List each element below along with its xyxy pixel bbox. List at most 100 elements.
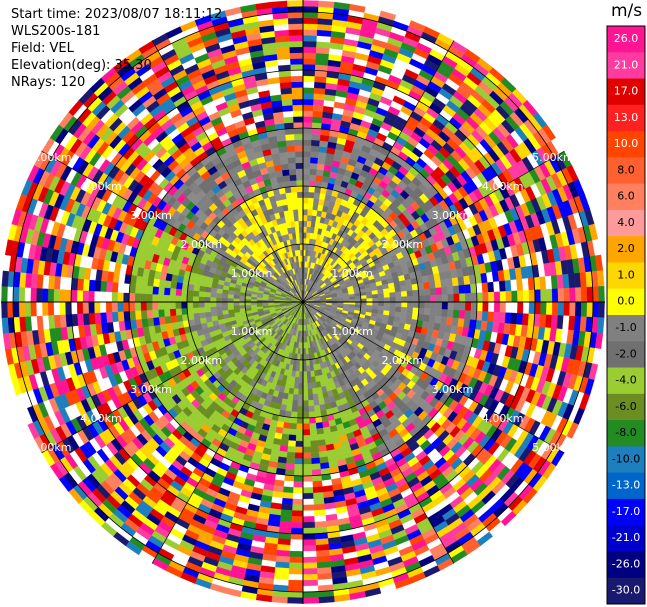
range-gate [580,286,588,303]
range-gate [313,503,325,511]
range-gate [302,11,319,19]
range-gate [164,315,172,324]
range-gate [308,405,315,413]
range-gate [198,290,206,297]
range-gate [447,301,454,311]
range-gate [302,400,309,407]
range-gate [70,289,78,303]
range-gate [123,301,130,312]
range-gate [306,376,312,384]
range-gate [297,388,304,395]
range-gate [198,301,205,308]
range-gate [311,387,318,395]
range-gate [82,301,89,314]
range-gate [569,287,576,303]
range-gate [510,312,518,325]
range-gate [476,301,483,312]
range-gate [239,298,246,303]
range-gate [510,279,518,292]
range-gate [204,311,212,318]
range-gate [227,301,234,307]
ppi-sectors [1,0,605,604]
range-gate [298,382,304,390]
range-gate [65,301,72,315]
range-gate [447,293,454,303]
range-gate [286,451,296,459]
range-gate [395,301,402,308]
range-gate [400,285,407,292]
range-gate [227,309,235,314]
range-gate [313,399,320,406]
range-gate [289,550,304,558]
range-gate [389,301,396,308]
range-gate [383,306,391,312]
range-gate [302,591,319,598]
range-gate [76,278,84,291]
range-gate [88,301,95,314]
range-gate [307,394,314,401]
range-gate [99,291,107,303]
range-gate [291,521,304,529]
range-gate [280,509,293,517]
range-gate [239,301,246,306]
range-gate [175,301,182,309]
range-gate [309,434,318,442]
range-gate [164,280,172,289]
range-gate [318,398,325,406]
range-gate [163,294,170,303]
range-gate [476,292,483,303]
range-gate [309,168,318,176]
range-gate [313,509,326,517]
range-gate [302,417,310,424]
range-gate [175,314,183,323]
range-gate [302,197,309,204]
range-gate [175,281,183,290]
range-gate [181,301,188,309]
range-gate [395,306,402,313]
range-gate [227,305,234,311]
range-gate [290,527,304,535]
range-gate [105,301,113,313]
range-gate [41,288,49,303]
range-gate [111,291,118,303]
range-gate [551,288,559,303]
range-gate [134,293,141,303]
range-gate [308,417,316,424]
range-gate [418,301,425,309]
range-gate [305,359,310,366]
range-gate [563,301,570,317]
range-gate [545,275,553,290]
range-gate [540,301,547,315]
range-gate [292,487,304,494]
range-gate [435,287,443,296]
range-gate [140,301,147,311]
range-gate [287,597,304,604]
range-gate [117,301,124,312]
range-gate [302,151,312,158]
range-gate [280,439,289,447]
range-gate [302,17,319,25]
range-gate [302,110,314,117]
range-gate [283,480,294,488]
range-gate [1,301,8,318]
range-gate [423,288,431,296]
range-gate [128,292,136,303]
range-gate [281,497,293,505]
range-gate [302,122,313,129]
range-gate [314,521,327,529]
range-gate [310,440,319,447]
range-gate [30,287,37,303]
range-gate [186,295,194,303]
range-gate [302,116,313,123]
range-gate [288,428,297,436]
range-gate [221,297,228,303]
range-gate [199,312,206,319]
range-gate [146,285,154,295]
range-gate [302,521,315,529]
range-gate [383,297,391,303]
range-gate [459,293,466,303]
range-gate [302,429,311,436]
range-gate [354,295,362,300]
range-gate [181,289,188,297]
range-gate [117,292,124,303]
